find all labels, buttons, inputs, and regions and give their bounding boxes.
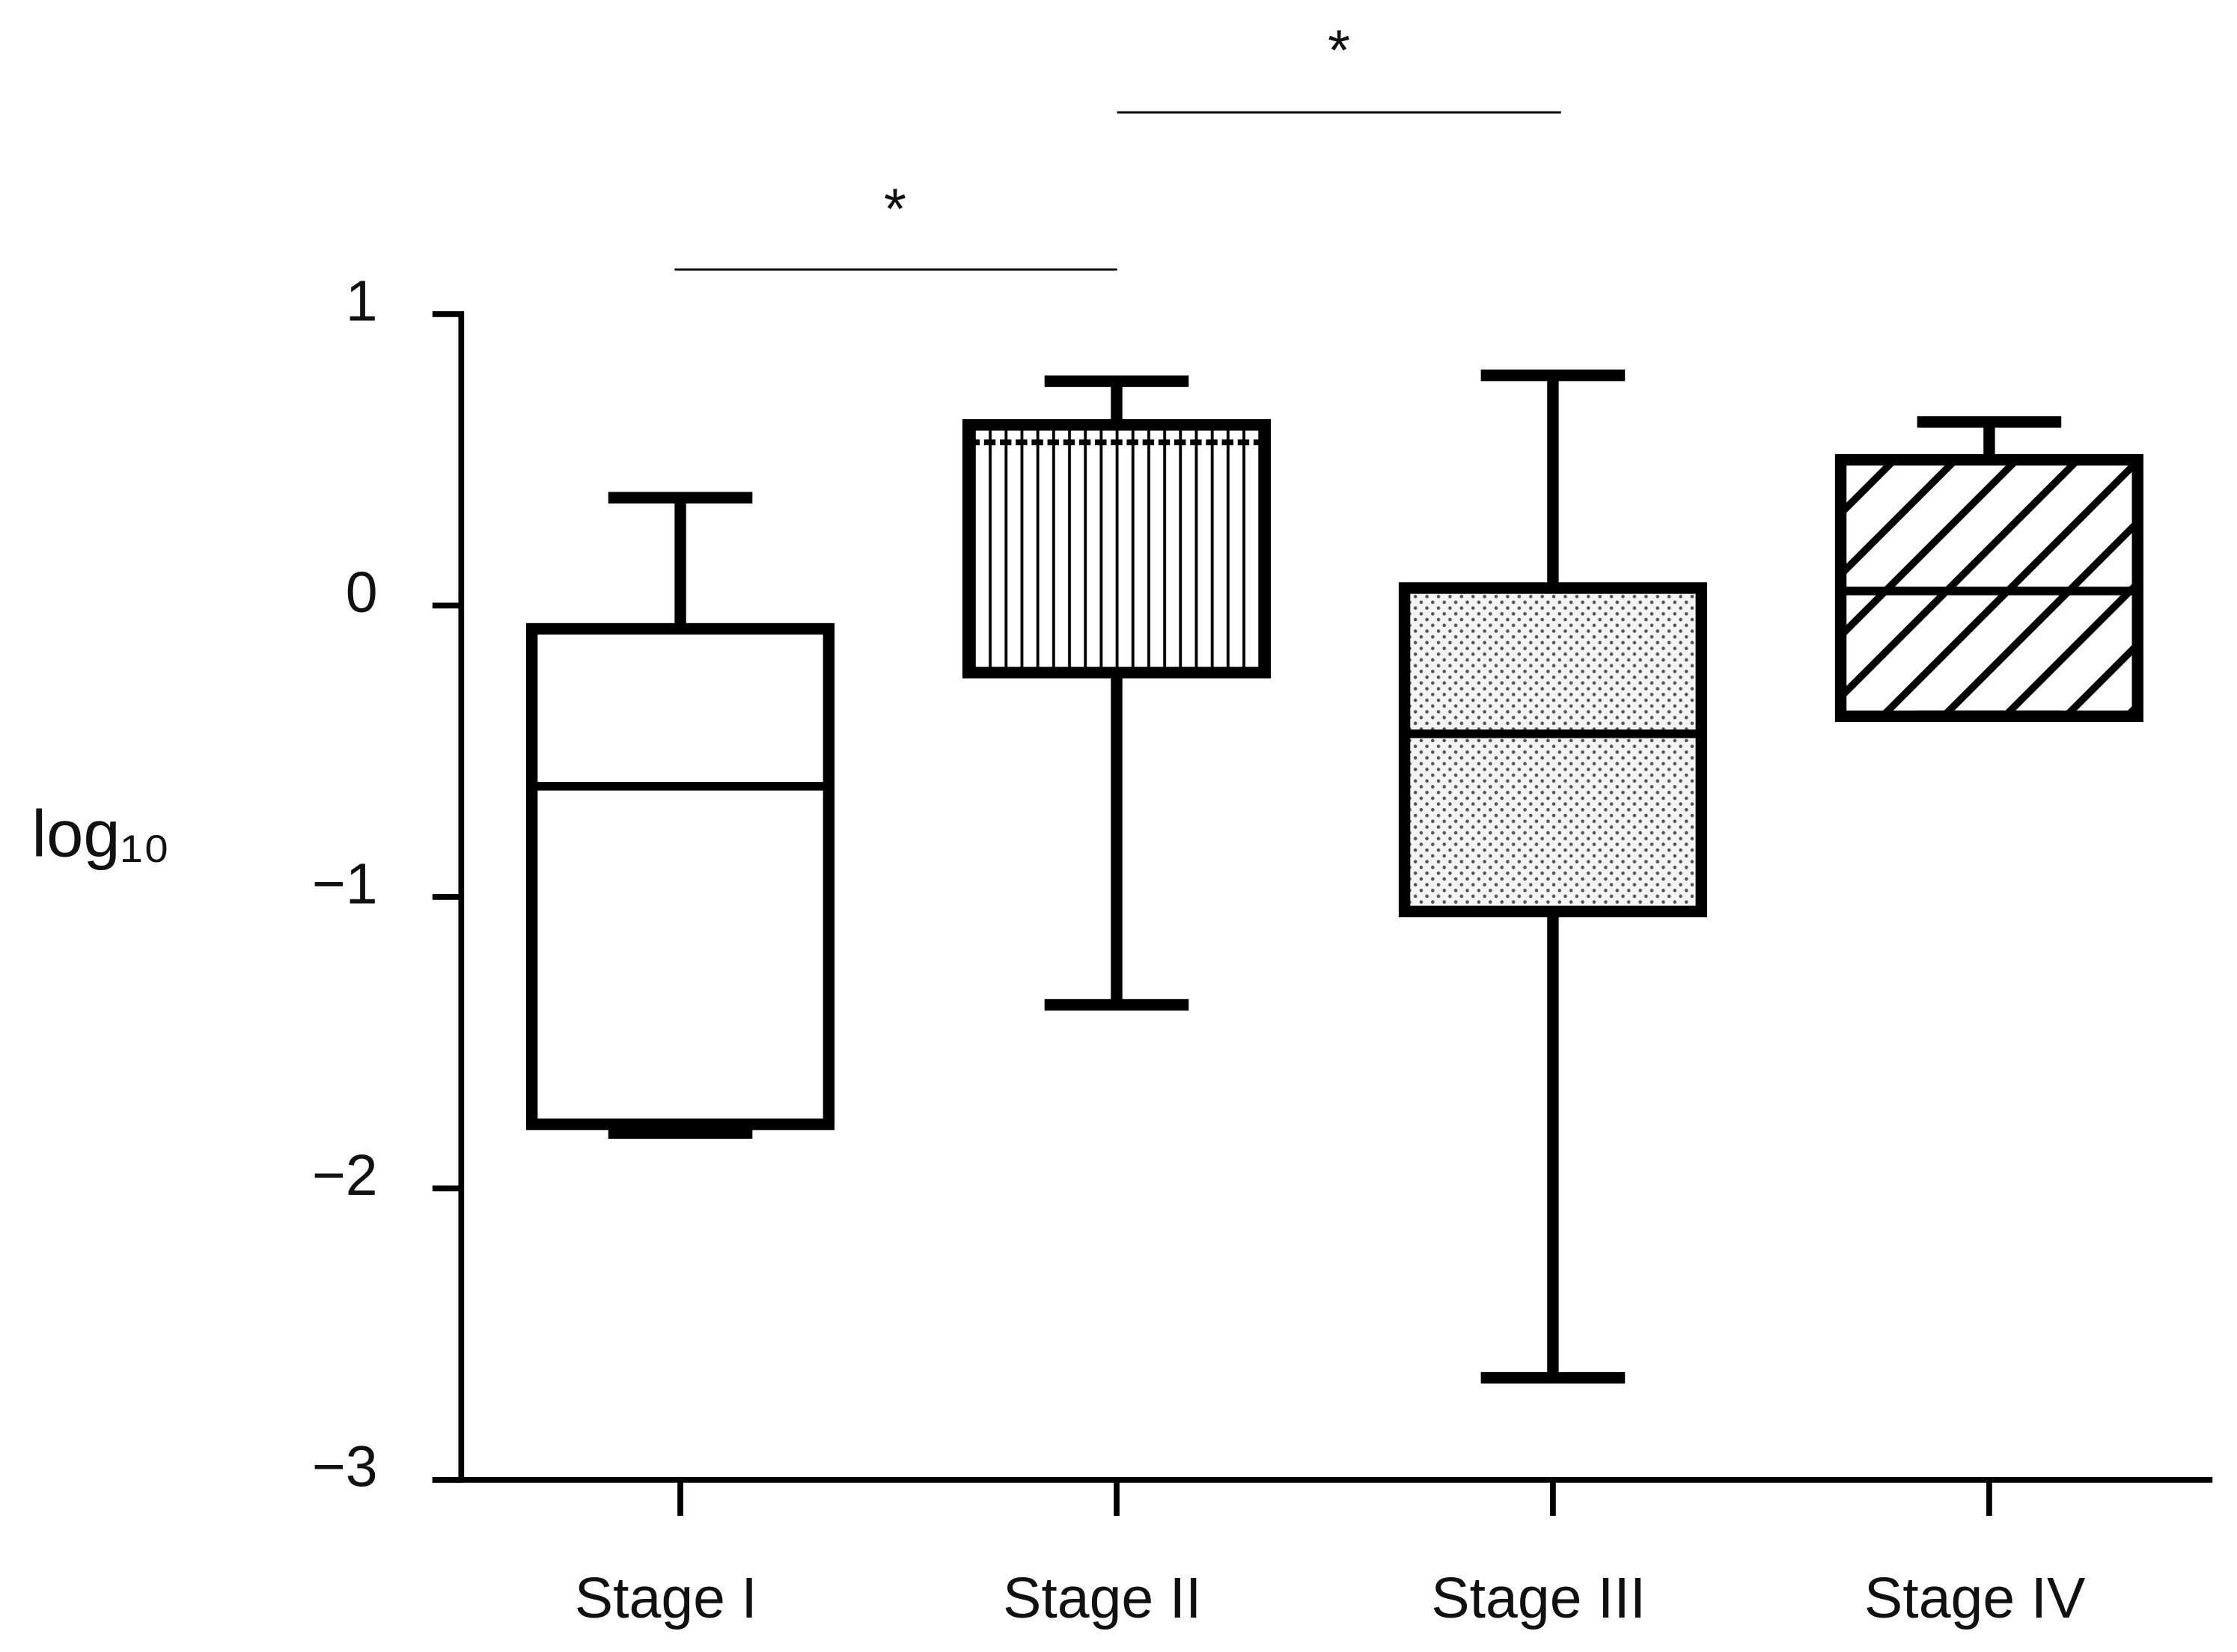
y-tick-label: −3	[312, 1435, 378, 1499]
y-tick-label: 0	[346, 560, 378, 625]
y-tick-label: −1	[312, 852, 378, 917]
x-tick-label: Stage I	[575, 1566, 757, 1630]
box	[525, 622, 835, 1131]
box	[1398, 582, 1708, 918]
significance-star: *	[1328, 19, 1350, 83]
x-tick-label: Stage IV	[1864, 1566, 2086, 1630]
x-tick-label: Stage III	[1431, 1566, 1646, 1630]
y-axis-label: log₁₀	[31, 796, 170, 870]
y-tick-label: 1	[346, 269, 378, 334]
box	[962, 419, 1272, 679]
significance-star: *	[884, 177, 906, 241]
x-tick-label: Stage II	[1003, 1566, 1201, 1630]
y-tick-label: −2	[312, 1143, 378, 1208]
